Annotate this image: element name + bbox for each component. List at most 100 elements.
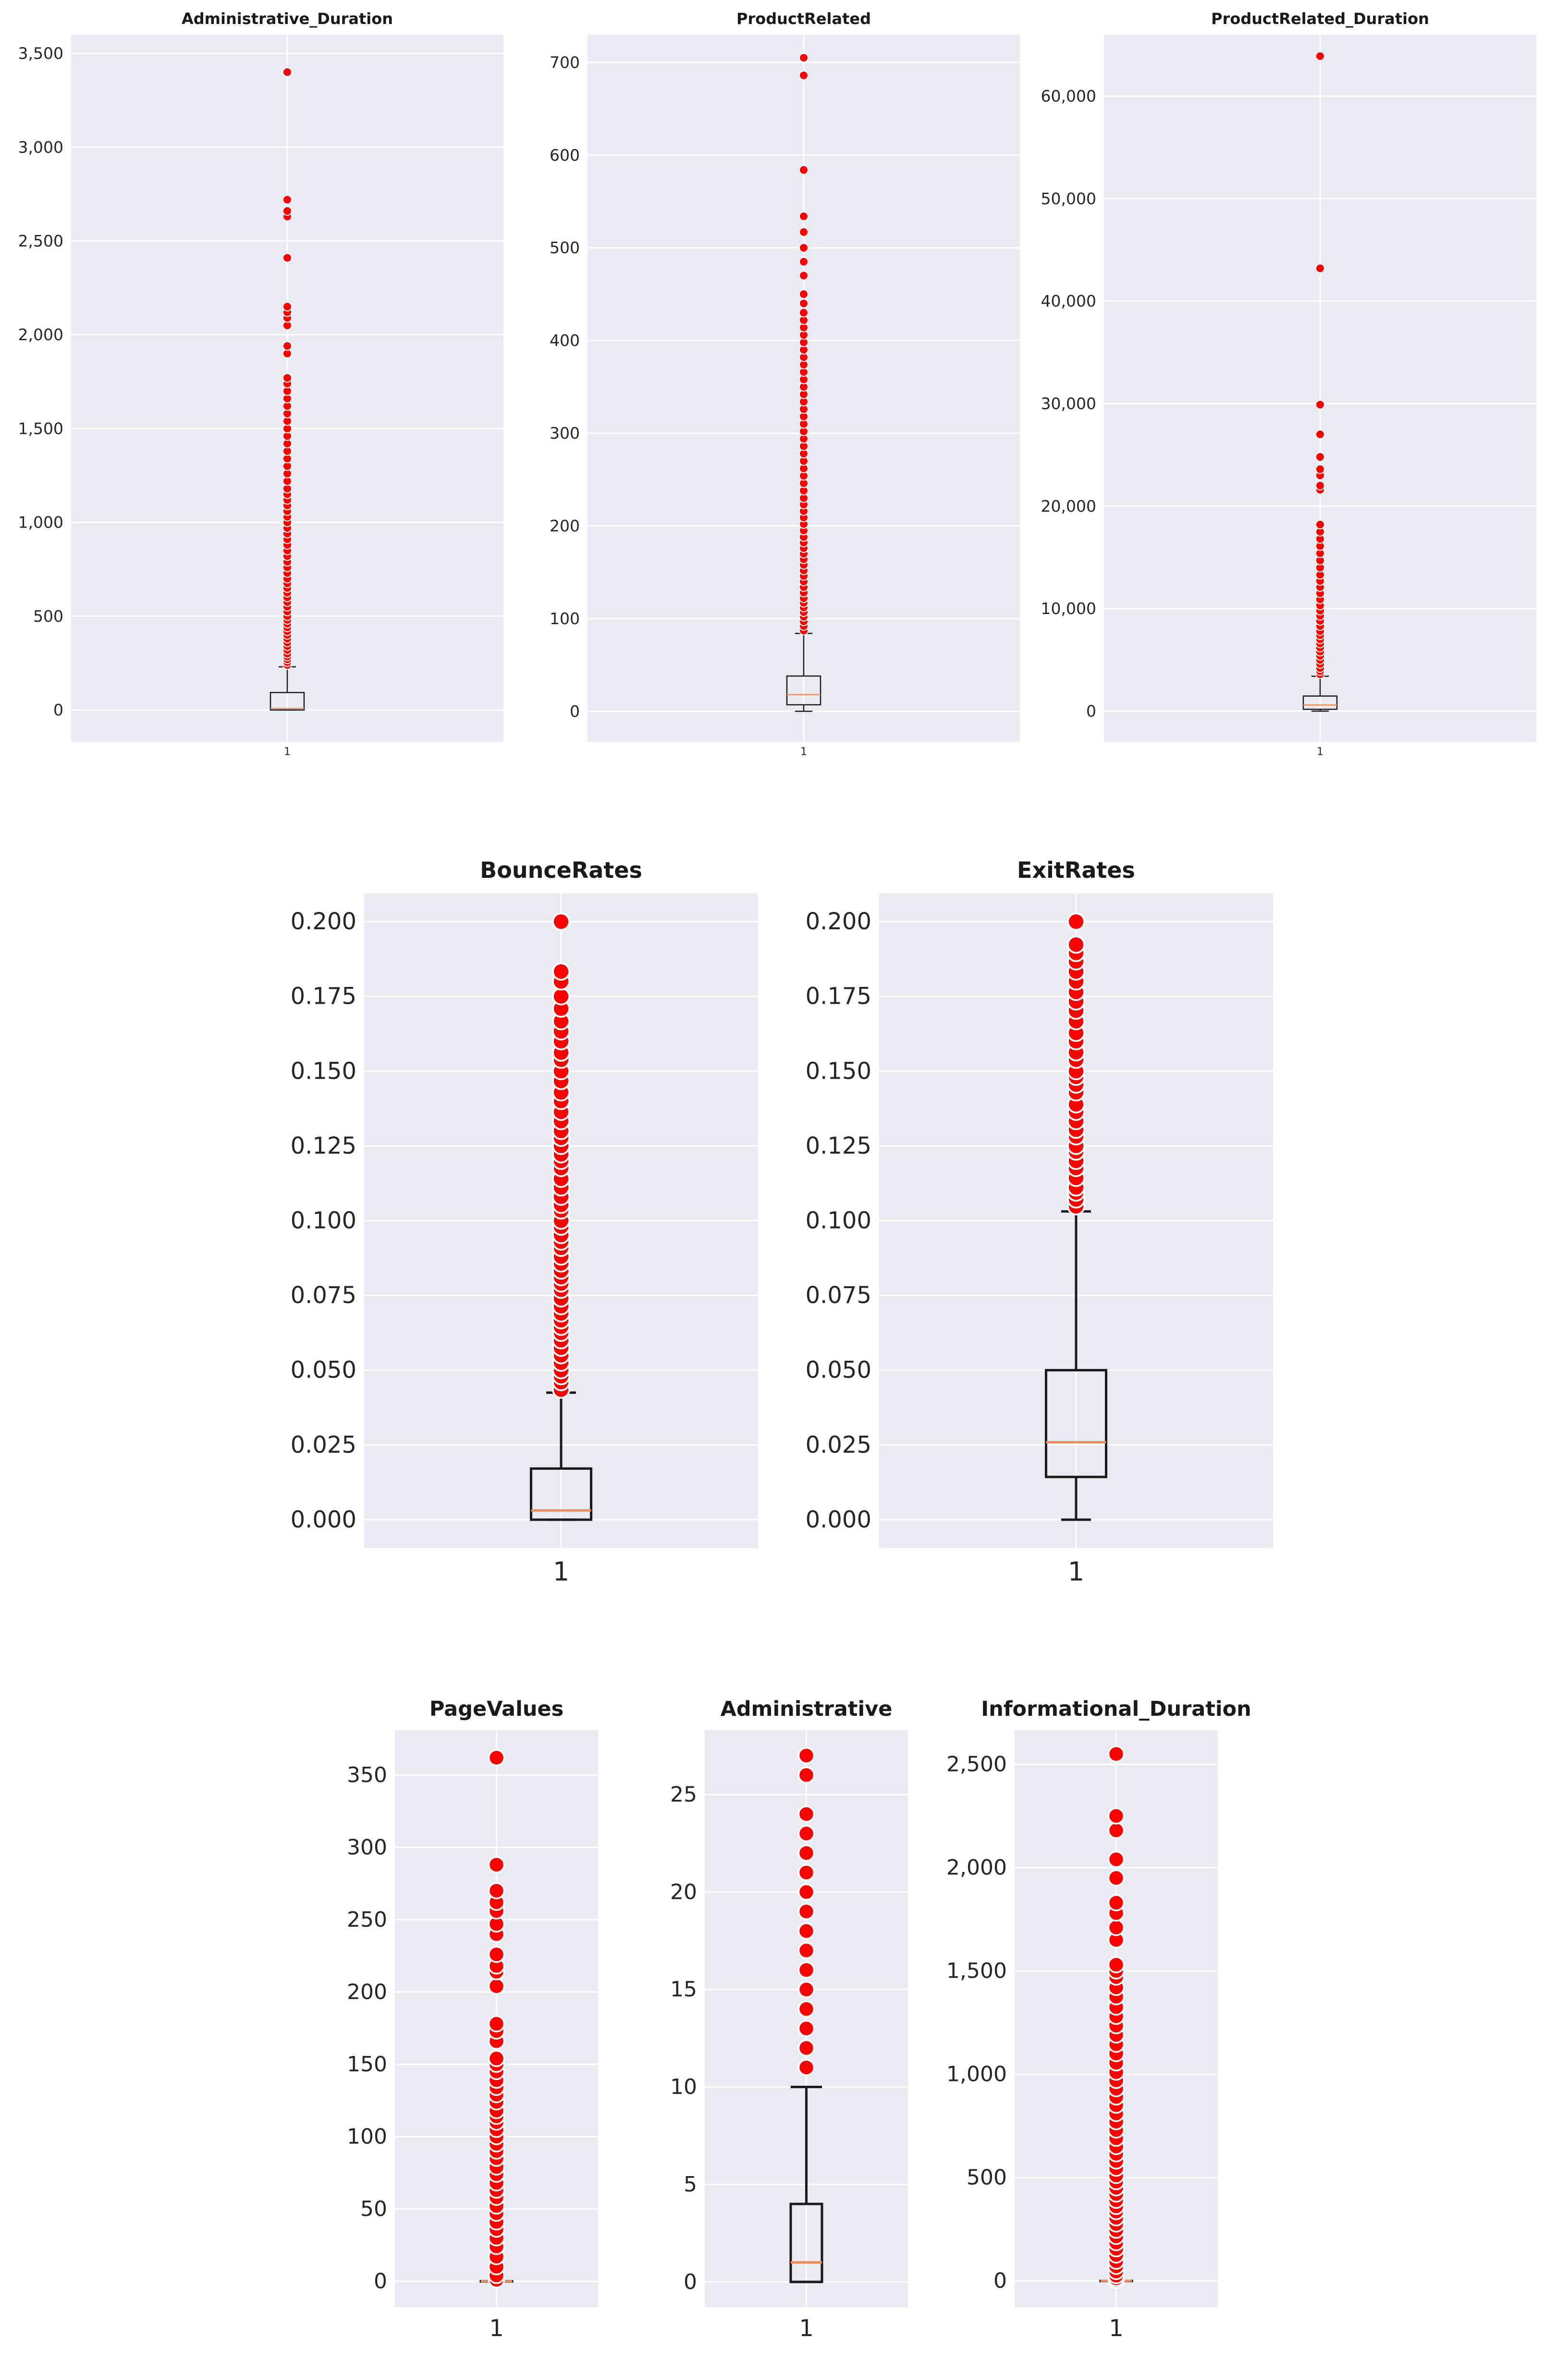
y-tick-label: 0.050	[806, 1357, 871, 1384]
y-tick-label: 350	[347, 1763, 387, 1787]
y-tick-label: 40,000	[1041, 292, 1096, 310]
outlier-point	[1315, 263, 1325, 273]
outlier-point	[797, 2059, 815, 2076]
outlier-point	[1107, 1850, 1125, 1868]
iqr-box	[789, 2203, 823, 2283]
y-tick-label: 15	[670, 1977, 697, 2002]
outlier-point	[797, 2039, 815, 2057]
chart-title: Administrative_Duration	[182, 10, 393, 28]
boxplot-panel: 0.000 0.025 0.050 0.075 0.100 0.125 0.150 0.175…	[291, 857, 758, 1587]
x-tick-label: 1	[489, 2315, 504, 2342]
outlier-point	[488, 1856, 505, 1873]
outlier-point	[799, 243, 808, 253]
boxplot-panel: 0 10,000 20,000 30,000 40,000 50,000 60,000 Pro…	[1041, 10, 1536, 758]
outlier-point	[1315, 464, 1325, 474]
outlier-point	[1315, 519, 1325, 529]
y-tick-label: 1,500	[946, 1958, 1007, 1983]
outlier-point	[1067, 912, 1085, 931]
outlier-point	[799, 165, 808, 175]
outlier-point	[1107, 1869, 1125, 1887]
iqr-box	[1302, 695, 1338, 710]
chart-title: PageValues	[429, 1697, 564, 1721]
outlier-point	[797, 2000, 815, 2018]
chart-title: ExitRates	[1017, 857, 1135, 883]
y-tick-label: 30,000	[1041, 394, 1096, 413]
outlier-point	[1315, 51, 1325, 61]
x-tick-label: 1	[1068, 1557, 1084, 1587]
boxplot-panel: 0 5 10 15 20 25 Administrative 1	[670, 1697, 908, 2342]
y-tick-label: 700	[550, 53, 580, 72]
outlier-point	[1107, 1919, 1125, 1936]
outlier-point	[799, 308, 808, 318]
outlier-point	[797, 1942, 815, 1959]
outlier-point	[797, 1922, 815, 1940]
y-tick-label: 500	[550, 238, 580, 257]
y-tick-label: 10,000	[1041, 599, 1096, 618]
outlier-point	[1315, 400, 1325, 410]
x-tick-label: 1	[800, 746, 807, 758]
y-tick-label: 100	[550, 609, 580, 628]
outlier-point	[797, 1981, 815, 1998]
y-tick-label: 10	[670, 2075, 697, 2099]
y-tick-label: 400	[550, 331, 580, 350]
y-tick-label: 3,000	[18, 138, 63, 157]
y-tick-label: 20	[670, 1880, 697, 1904]
y-tick-label: 200	[550, 517, 580, 535]
chart-title: Administrative	[721, 1697, 893, 1721]
outlier-point	[488, 1749, 505, 1766]
x-tick-label: 1	[1109, 2315, 1124, 2342]
boxplot-panel: 0 500 1,000 1,500 2,000 2,500 Informational_Du…	[946, 1697, 1251, 2342]
outlier-point	[282, 206, 292, 216]
boxplot-panel: 0.000 0.025 0.050 0.075 0.100 0.125 0.150 0.175…	[806, 857, 1273, 1587]
outlier-point	[1107, 1894, 1125, 1911]
y-tick-label: 500	[33, 607, 63, 626]
outlier-point	[797, 2020, 815, 2037]
boxplot-panel: 0 100 200 300 400 500 600 700 ProductRelated 1	[550, 10, 1020, 758]
y-tick-label: 300	[550, 424, 580, 443]
y-tick-label: 20,000	[1041, 497, 1096, 516]
y-tick-label: 250	[347, 1908, 387, 1932]
outlier-point	[799, 271, 808, 281]
outlier-point	[797, 1825, 815, 1842]
chart-title: Informational_Duration	[981, 1697, 1251, 1721]
y-tick-label: 0.125	[291, 1132, 356, 1159]
outlier-point	[797, 1961, 815, 1979]
y-tick-label: 1,000	[18, 513, 63, 532]
outlier-point	[282, 67, 292, 77]
y-tick-label: 0	[53, 701, 63, 719]
y-tick-label: 0	[993, 2268, 1007, 2293]
y-tick-label: 25	[670, 1782, 697, 1807]
outlier-point	[488, 2015, 505, 2032]
outlier-point	[488, 2050, 505, 2068]
outlier-point	[797, 1903, 815, 1920]
outlier-point	[1315, 452, 1325, 462]
y-tick-label: 1,500	[18, 419, 63, 438]
outlier-point	[1107, 1745, 1125, 1763]
y-tick-label: 60,000	[1041, 87, 1096, 106]
outlier-point	[799, 298, 808, 308]
outlier-point	[797, 1747, 815, 1764]
x-tick-label: 1	[1317, 746, 1323, 758]
outlier-point	[282, 302, 292, 312]
y-tick-label: 2,500	[946, 1752, 1007, 1776]
x-tick-label: 1	[284, 746, 291, 758]
y-tick-label: 3,500	[18, 44, 63, 63]
y-tick-label: 500	[967, 2165, 1007, 2190]
chart-title: ProductRelated_Duration	[1211, 10, 1429, 28]
outlier-point	[799, 53, 808, 63]
outlier-point	[797, 1864, 815, 1881]
outlier-point	[799, 257, 808, 267]
y-tick-label: 0.075	[806, 1282, 871, 1309]
y-tick-label: 0.025	[806, 1431, 871, 1458]
y-tick-label: 1,000	[946, 2062, 1007, 2086]
outlier-point	[282, 195, 292, 205]
y-tick-label: 0.200	[806, 908, 871, 935]
x-tick-label: 1	[799, 2315, 814, 2342]
y-tick-label: 600	[550, 146, 580, 164]
x-tick-label: 1	[553, 1557, 569, 1587]
y-tick-label: 0.150	[291, 1058, 356, 1084]
outlier-point	[1107, 1821, 1125, 1839]
outlier-point	[1315, 430, 1325, 439]
y-tick-label: 2,000	[18, 325, 63, 344]
